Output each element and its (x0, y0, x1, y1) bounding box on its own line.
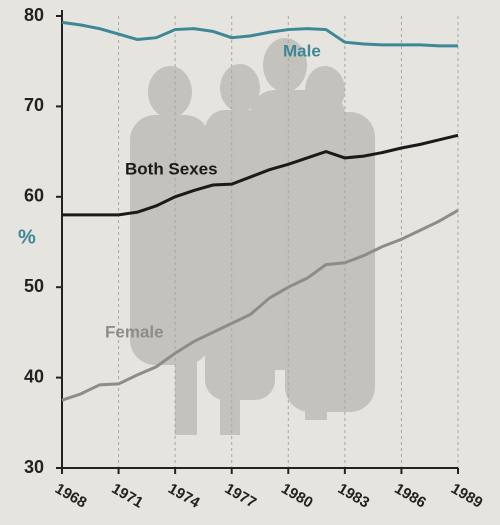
y-tick-label: 70 (24, 95, 44, 115)
y-tick-label: 50 (24, 276, 44, 296)
y-tick-label: 60 (24, 186, 44, 206)
y-tick-label: 80 (24, 5, 44, 25)
line (61, 20, 458, 48)
series-label: Both Sexes (125, 159, 218, 178)
y-axis-label: % (18, 226, 36, 248)
line (61, 209, 459, 402)
line (62, 133, 459, 217)
series-label: Female (105, 322, 164, 341)
y-tick-label: 40 (24, 366, 44, 386)
y-tick-label: 30 (24, 457, 44, 477)
series-label: Male (283, 41, 321, 60)
silhouettes (130, 38, 375, 435)
